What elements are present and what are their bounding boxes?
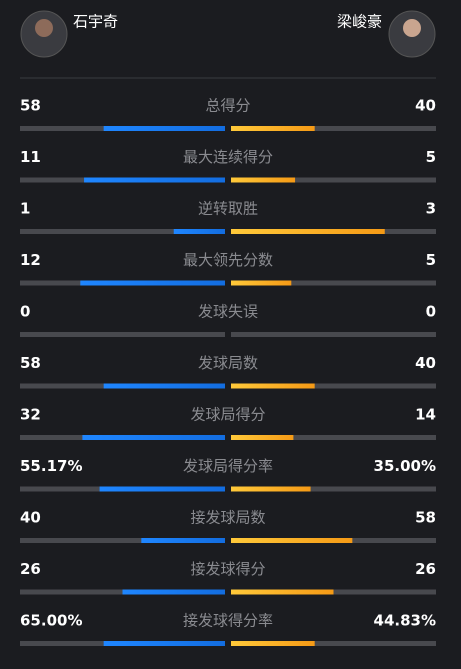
left-value: 1 [20, 200, 30, 218]
stat-label: 发球局得分 [190, 406, 265, 424]
right-track [231, 332, 436, 337]
left-value: 11 [20, 148, 41, 166]
left-value: 12 [20, 251, 41, 269]
left-track [20, 538, 225, 543]
right-bar [231, 126, 315, 131]
stat-label: 发球局得分率 [183, 457, 273, 475]
right-value: 40 [415, 354, 436, 372]
left-bar [99, 486, 225, 492]
right-bar [231, 641, 315, 646]
right-track [231, 435, 436, 440]
left-track [20, 229, 225, 234]
right-value: 0 [426, 303, 436, 321]
left-value: 65.00% [20, 612, 82, 630]
left-value: 58 [20, 354, 41, 372]
stat-label: 总得分 [205, 97, 250, 115]
right-value: 26 [415, 560, 436, 578]
stat-label: 接发球局数 [190, 509, 265, 527]
right-track [231, 280, 436, 286]
right-value: 5 [426, 251, 436, 269]
stat-label: 最大连续得分 [183, 148, 273, 166]
left-player: 石宇奇 [73, 13, 118, 31]
right-track [231, 126, 436, 131]
right-value: 5 [426, 148, 436, 166]
right-value: 3 [426, 200, 436, 218]
left-value: 40 [20, 509, 41, 527]
left-value: 26 [20, 560, 41, 578]
right-value: 40 [415, 97, 436, 115]
right-track [231, 641, 436, 646]
right-track [231, 383, 436, 389]
left-bar [103, 126, 225, 131]
left-value: 58 [20, 97, 41, 115]
left-bar [82, 435, 226, 440]
left-bar [122, 589, 225, 595]
left-bar [84, 177, 225, 183]
right-avatar-face [403, 19, 421, 37]
right-value: 35.00% [374, 457, 436, 475]
stat-label: 发球失误 [198, 303, 258, 321]
left-value: 0 [20, 303, 30, 321]
right-value: 44.83% [374, 612, 436, 630]
left-track [20, 332, 225, 337]
stat-label: 接发球得分率 [183, 612, 273, 630]
right-track [231, 486, 436, 492]
right-player: 梁峻豪 [337, 13, 382, 31]
left-avatar-face [35, 19, 53, 37]
right-value: 58 [415, 509, 436, 527]
stat-label: 逆转取胜 [198, 200, 258, 218]
left-bar [103, 383, 225, 389]
left-bar [141, 538, 225, 543]
left-bar [173, 229, 225, 234]
right-track [231, 177, 436, 183]
left-bar [80, 280, 225, 286]
right-bar [231, 229, 385, 234]
stat-label: 最大领先分数 [183, 251, 273, 269]
right-bar [231, 280, 292, 286]
right-bar [231, 486, 311, 492]
right-bar [231, 589, 334, 595]
left-value: 32 [20, 406, 41, 424]
right-bar [231, 177, 296, 183]
right-bar [231, 538, 353, 543]
right-bar [231, 383, 315, 389]
right-value: 14 [415, 406, 436, 424]
stat-label: 发球局数 [198, 354, 258, 372]
right-bar [231, 435, 294, 440]
stat-label: 接发球得分 [190, 560, 265, 578]
left-bar [103, 641, 225, 646]
left-value: 55.17% [20, 457, 82, 475]
